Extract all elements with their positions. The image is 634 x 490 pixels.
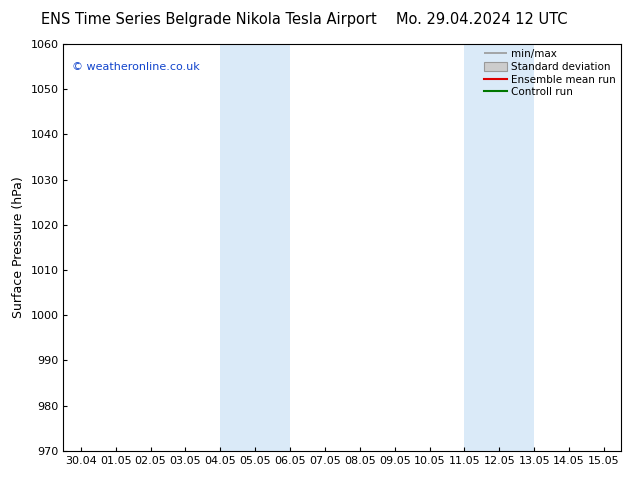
Text: Mo. 29.04.2024 12 UTC: Mo. 29.04.2024 12 UTC xyxy=(396,12,567,27)
Bar xyxy=(464,44,534,451)
Text: © weatheronline.co.uk: © weatheronline.co.uk xyxy=(72,62,200,73)
Bar xyxy=(221,44,290,451)
Legend: min/max, Standard deviation, Ensemble mean run, Controll run: min/max, Standard deviation, Ensemble me… xyxy=(482,47,618,99)
Y-axis label: Surface Pressure (hPa): Surface Pressure (hPa) xyxy=(12,176,25,318)
Text: ENS Time Series Belgrade Nikola Tesla Airport: ENS Time Series Belgrade Nikola Tesla Ai… xyxy=(41,12,377,27)
